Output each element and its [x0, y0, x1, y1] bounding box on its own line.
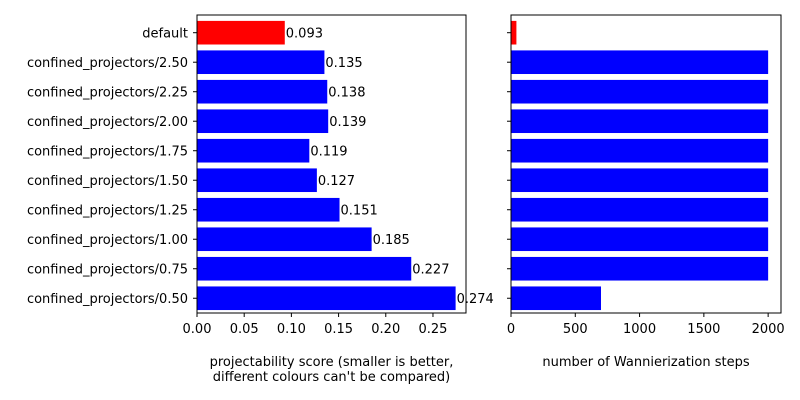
category-label-8: confined_projectors/0.75 — [27, 263, 188, 278]
bar-9 — [197, 286, 456, 311]
bar-1 — [511, 50, 769, 75]
data-label-3: 0.139 — [329, 115, 366, 130]
x-tick-label-1: 0.05 — [230, 322, 259, 337]
bar-2 — [511, 79, 769, 104]
x-tick-label-3: 1500 — [687, 322, 720, 337]
bar-7 — [197, 227, 372, 252]
data-label-5: 0.127 — [318, 174, 355, 189]
bar-0 — [511, 20, 517, 45]
category-label-6: confined_projectors/1.25 — [27, 204, 188, 219]
category-label-1: confined_projectors/2.50 — [27, 56, 188, 71]
bar-5 — [511, 168, 769, 193]
bar-2 — [197, 79, 328, 104]
category-label-0: default — [142, 27, 188, 42]
x-tick-label-3: 0.15 — [324, 322, 353, 337]
category-label-9: confined_projectors/0.50 — [27, 292, 188, 307]
axes-frame — [196, 14, 467, 314]
bar-8 — [511, 256, 769, 281]
wannierization-steps-chart: 0 500 1000 1500 2000 number of Wannierization… — [507, 14, 785, 370]
bar-3 — [511, 109, 769, 134]
x-tick-label-2: 1000 — [623, 322, 656, 337]
category-label-3: confined_projectors/2.00 — [27, 115, 188, 130]
x-tick-label-1: 500 — [563, 322, 588, 337]
data-label-6: 0.151 — [341, 204, 378, 219]
bar-6 — [511, 197, 769, 222]
axes-frame — [510, 14, 782, 314]
bar-4 — [197, 138, 310, 163]
bar-8 — [197, 256, 412, 281]
data-label-8: 0.227 — [412, 263, 449, 278]
data-label-2: 0.138 — [328, 86, 365, 101]
bar-0 — [197, 20, 285, 45]
data-label-0: 0.093 — [286, 27, 323, 42]
x-tick-label-4: 2000 — [752, 322, 785, 337]
bar-7 — [511, 227, 769, 252]
x-tick-label-0: 0.00 — [183, 322, 212, 337]
x-axis-label-line-0: projectability score (smaller is better, — [210, 355, 454, 370]
bar-3 — [197, 109, 329, 134]
data-label-4: 0.119 — [310, 145, 347, 160]
data-label-1: 0.135 — [325, 56, 362, 71]
x-tick-label-0: 0 — [507, 322, 515, 337]
bar-5 — [197, 168, 317, 193]
category-label-2: confined_projectors/2.25 — [27, 86, 188, 101]
bar-9 — [511, 286, 601, 311]
x-tick-label-2: 0.10 — [277, 322, 306, 337]
bar-4 — [511, 138, 769, 163]
x-axis-label: number of Wannierization steps — [542, 355, 750, 370]
x-tick-label-4: 0.20 — [371, 322, 400, 337]
category-label-7: confined_projectors/1.00 — [27, 233, 188, 248]
bar-1 — [197, 50, 325, 75]
bar-6 — [197, 197, 340, 222]
category-label-4: confined_projectors/1.75 — [27, 145, 188, 160]
x-tick-label-5: 0.25 — [418, 322, 447, 337]
data-label-7: 0.185 — [373, 233, 410, 248]
category-label-5: confined_projectors/1.50 — [27, 174, 188, 189]
data-label-9: 0.274 — [457, 292, 494, 307]
x-axis-label-line-1: different colours can't be compared) — [213, 370, 450, 385]
